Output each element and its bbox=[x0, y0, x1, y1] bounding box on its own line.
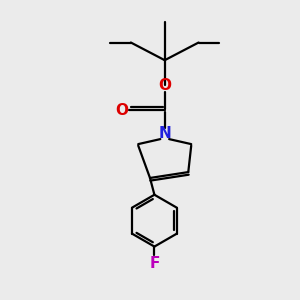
Text: O: O bbox=[115, 103, 128, 118]
Text: N: N bbox=[158, 126, 171, 141]
Text: F: F bbox=[149, 256, 160, 271]
Text: O: O bbox=[158, 78, 171, 93]
